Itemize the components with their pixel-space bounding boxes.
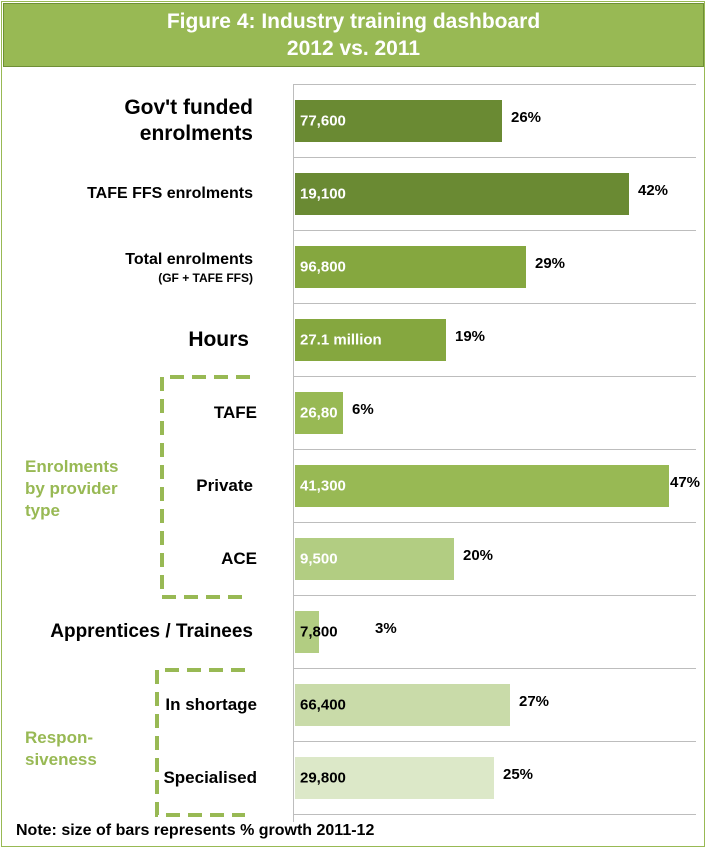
category-label: Gov't funded enrolments: [73, 95, 253, 147]
category-label: ACE: [221, 548, 257, 570]
growth-label: 26%: [511, 108, 542, 126]
bracket-responsiveness: [155, 668, 245, 817]
bar: 9,500: [295, 537, 454, 580]
chart-note: Note: size of bars represents % growth 2…: [16, 822, 375, 839]
category-label: TAFE FFS enrolments: [87, 183, 253, 204]
category-label-text: Hours: [188, 328, 249, 351]
gridline: [293, 522, 696, 523]
growth-label: 25%: [503, 765, 534, 783]
category-label-text: Private: [196, 476, 253, 495]
category-label: Specialised: [163, 767, 257, 789]
gridline: [293, 376, 696, 377]
gridline: [293, 449, 696, 450]
gridline: [293, 741, 696, 742]
chart-header: Figure 4: Industry training dashboard 20…: [3, 3, 704, 67]
category-label: Hours: [188, 327, 249, 353]
y-axis-line: [293, 84, 294, 822]
bar: 77,600: [295, 99, 502, 142]
gridline: [293, 814, 696, 815]
gridline: [293, 84, 696, 85]
bar: 41,300: [295, 464, 669, 507]
bar-value-label: 19,100: [300, 185, 346, 202]
category-label-text: In shortage: [165, 695, 257, 714]
group-label-responsiveness: Respon- siveness: [25, 728, 97, 769]
category-label: Total enrolments (GF + TAFE FFS): [125, 249, 253, 285]
bar: 7,800: [295, 610, 338, 653]
gridline: [293, 303, 696, 304]
gridline: [293, 230, 696, 231]
growth-label: 42%: [638, 181, 669, 199]
category-label-text: TAFE: [213, 403, 257, 422]
bar-value-label: 7,800: [300, 623, 338, 640]
bar: 27.1 million: [295, 318, 446, 361]
bar: 19,100: [295, 172, 629, 215]
category-label-text: Gov't funded enrolments: [124, 96, 253, 145]
bar-value-label: 27.1 million: [300, 331, 382, 348]
gridline: [293, 668, 696, 669]
bar: 26,80: [295, 391, 343, 434]
category-label: In shortage: [165, 694, 257, 716]
chart-subtitle: 2012 vs. 2011: [286, 37, 421, 60]
bracket-enrolments-by-provider: [160, 375, 250, 599]
bar-value-label: 29,800: [300, 769, 346, 786]
category-label: TAFE: [214, 402, 257, 424]
growth-label: 3%: [375, 619, 397, 637]
category-label: Private: [196, 475, 253, 497]
growth-label: 27%: [519, 692, 550, 710]
chart-title: Figure 4: Industry training dashboard: [166, 10, 541, 33]
bar: 29,800: [295, 756, 494, 799]
group-label-enrolments-by-provider: Enrolments by provider type: [25, 457, 119, 520]
bar-value-label: 26,80: [300, 404, 338, 421]
bar-value-label: 66,400: [300, 696, 346, 713]
category-label-text: Apprentices / Trainees: [50, 621, 253, 642]
bar-value-label: 9,500: [300, 550, 338, 567]
category-label: Apprentices / Trainees: [50, 620, 253, 644]
growth-label: 6%: [352, 400, 374, 418]
category-sublabel: (GF + TAFE FFS): [158, 271, 253, 285]
gridline: [293, 595, 696, 596]
growth-label: 47%: [670, 473, 701, 491]
growth-label: 29%: [535, 254, 566, 272]
bar: 66,400: [295, 683, 510, 726]
category-label-text: TAFE FFS enrolments: [87, 185, 253, 202]
growth-label: 20%: [463, 546, 494, 564]
category-label-text: Total enrolments: [125, 251, 253, 268]
bar-value-label: 77,600: [300, 112, 346, 129]
category-label-text: Specialised: [163, 768, 257, 787]
bar-value-label: 41,300: [300, 477, 346, 494]
growth-label: 19%: [455, 327, 486, 345]
bar: 96,800: [295, 245, 526, 288]
bar-value-label: 96,800: [300, 258, 346, 275]
category-label-text: ACE: [221, 549, 257, 568]
gridline: [293, 157, 696, 158]
